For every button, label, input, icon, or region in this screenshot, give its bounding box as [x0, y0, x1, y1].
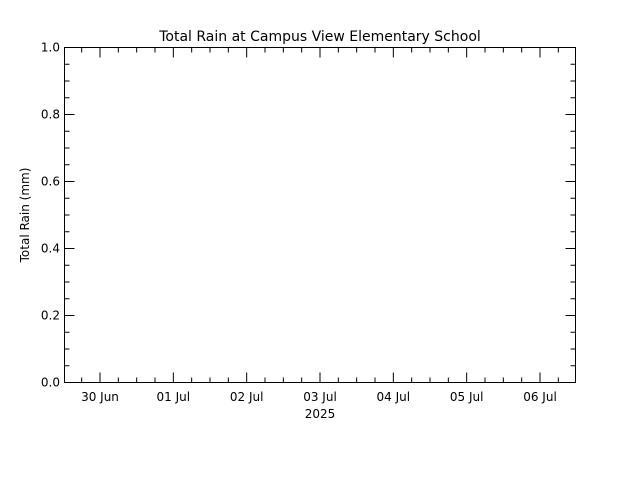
chart-title: Total Rain at Campus View Elementary Sch… — [158, 29, 481, 45]
y-tick-label: 0.4 — [41, 242, 60, 256]
x-tick-label: 02 Jul — [230, 390, 264, 404]
x-axis-year-label: 2025 — [305, 407, 336, 421]
y-tick-label: 1.0 — [41, 41, 60, 55]
x-tick-label: 03 Jul — [303, 390, 337, 404]
y-tick-label: 0.0 — [41, 376, 60, 390]
x-tick-label: 30 Jun — [81, 390, 119, 404]
y-axis: 0.0 0.2 0.4 0.6 0.8 1.0 — [41, 41, 576, 390]
y-tick-label: 0.8 — [41, 108, 60, 122]
x-tick-label: 04 Jul — [377, 390, 411, 404]
y-tick-label: 0.2 — [41, 309, 60, 323]
x-tick-label: 06 Jul — [523, 390, 557, 404]
x-tick-label: 05 Jul — [450, 390, 484, 404]
x-axis: 30 Jun 01 Jul 02 Jul 03 Jul 04 Jul 05 Jul 06 J… — [81, 47, 559, 404]
y-tick-label: 0.6 — [41, 175, 60, 189]
y-axis-label: Total Rain (mm) — [18, 168, 32, 264]
plot-frame — [64, 47, 576, 383]
x-tick-label: 01 Jul — [157, 390, 191, 404]
